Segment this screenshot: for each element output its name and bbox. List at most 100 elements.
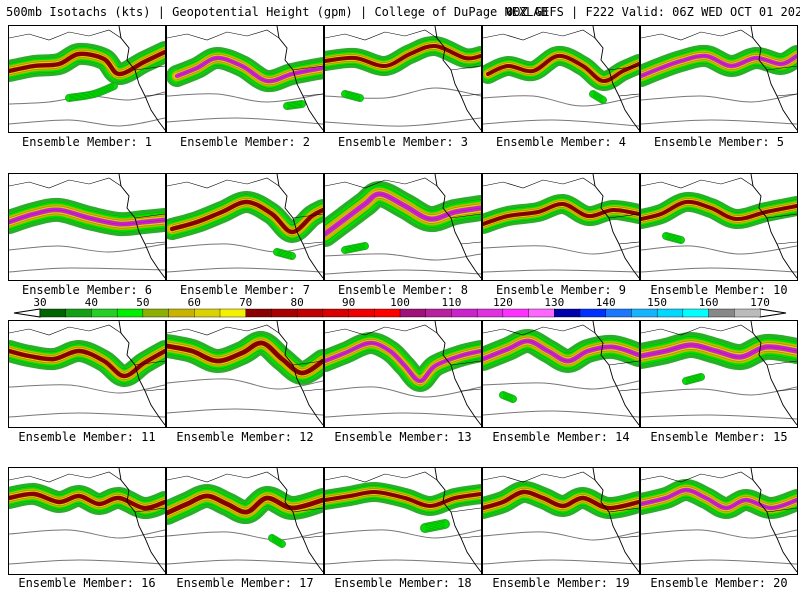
coastline	[750, 321, 797, 426]
jet-stream-band	[167, 47, 323, 93]
coastline	[276, 26, 323, 131]
coastline	[276, 174, 323, 279]
member-17-plot	[167, 468, 323, 573]
ensemble-member-11-map	[8, 320, 166, 428]
colorbar-swatch	[579, 308, 607, 318]
coastline	[276, 321, 323, 426]
height-contour	[641, 386, 797, 396]
jet-stream-band	[167, 330, 323, 385]
border-lines	[483, 471, 639, 539]
colorbar-swatch	[219, 308, 247, 318]
jet-stream-band	[483, 194, 639, 234]
height-contour	[9, 243, 165, 253]
border-lines	[641, 324, 797, 392]
border-lines	[483, 177, 639, 245]
border-lines	[641, 29, 797, 97]
ensemble-member-16-map	[8, 467, 166, 575]
member-14-plot	[483, 321, 639, 426]
height-contour	[167, 531, 323, 541]
jet-stream-band	[9, 482, 165, 520]
colorbar-tick-label: 40	[85, 296, 98, 309]
colorbar-tick-label: 90	[342, 296, 355, 309]
ensemble-member-8-map	[324, 173, 482, 281]
height-contour	[325, 117, 481, 127]
jet-stream-band	[283, 100, 306, 110]
border-lines	[9, 29, 165, 97]
ensemble-member-18-map	[324, 467, 482, 575]
ensemble-member-12-map	[166, 320, 324, 428]
colorbar-swatch	[194, 308, 221, 318]
ensemble-member-4-map	[482, 25, 640, 133]
ensemble-member-3-map	[324, 25, 482, 133]
member-11-plot	[9, 321, 165, 426]
header-valid-time: 00Z GEFS | F222 Valid: 06Z WED OCT 01 20…	[506, 5, 800, 19]
colorbar-tick-label: 60	[188, 296, 201, 309]
ensemble-member-12-label: Ensemble Member: 12	[176, 430, 314, 444]
jet-stream-band	[420, 519, 450, 533]
header-title: 500mb Isotachs (kts) | Geopotential Heig…	[6, 5, 548, 19]
jet-stream-band	[641, 332, 797, 371]
colorbar-right-arrow	[759, 308, 787, 318]
colorbar-tick-label: 30	[33, 296, 46, 309]
border-lines	[167, 324, 323, 392]
colorbar-swatch	[502, 308, 530, 318]
coastline	[592, 174, 639, 279]
member-16-plot	[9, 468, 165, 573]
member-4-plot	[483, 26, 639, 131]
colorbar-swatch	[528, 308, 555, 318]
height-contour	[9, 267, 165, 273]
colorbar-tick-label: 70	[239, 296, 252, 309]
ensemble-member-20-map	[640, 467, 798, 575]
colorbar-swatch	[476, 308, 504, 318]
height-contour	[483, 380, 639, 390]
ensemble-member-9-map	[482, 173, 640, 281]
height-contour	[483, 410, 639, 418]
border-lines	[325, 471, 481, 539]
ensemble-member-19-map	[482, 467, 640, 575]
colorbar-tick-label: 120	[493, 296, 513, 309]
ensemble-member-4-label: Ensemble Member: 4	[495, 135, 627, 149]
jet-stream-band	[662, 232, 685, 244]
height-contour	[641, 559, 797, 565]
height-contour	[325, 269, 481, 275]
colorbar-swatch	[116, 308, 144, 318]
height-contour	[325, 253, 481, 261]
jet-stream-band	[682, 373, 705, 385]
jet-stream-band	[9, 197, 165, 237]
coastline	[118, 26, 165, 131]
member-7-plot	[167, 174, 323, 279]
height-contour	[167, 408, 323, 416]
height-contour	[9, 412, 165, 418]
colorbar-left-arrow	[13, 308, 41, 318]
colorbar-swatch	[65, 308, 92, 318]
ensemble-member-14-label: Ensemble Member: 14	[492, 430, 630, 444]
border-lines	[641, 471, 797, 539]
member-5-plot	[641, 26, 797, 131]
member-13-plot	[325, 321, 481, 426]
height-contour	[167, 93, 323, 103]
member-8-plot	[325, 174, 481, 279]
ensemble-member-5-label: Ensemble Member: 5	[653, 135, 785, 149]
member-3-plot	[325, 26, 481, 131]
colorbar-swatch	[91, 308, 118, 318]
colorbar-swatch	[734, 308, 761, 318]
ensemble-member-7-label: Ensemble Member: 7	[179, 283, 311, 297]
height-contour	[9, 559, 165, 565]
colorbar-swatch	[656, 308, 684, 318]
border-lines	[325, 29, 481, 97]
colorbar-swatch	[142, 308, 170, 318]
border-lines	[483, 29, 639, 97]
wind-speed-colorbar: 30 40 50 60 70 80 90 100 110 120 130 140 150 160 170	[13, 296, 787, 318]
ensemble-member-6-label: Ensemble Member: 6	[21, 283, 153, 297]
jet-stream-band	[641, 479, 797, 519]
ensemble-member-1-map	[8, 25, 166, 133]
ensemble-member-14-map	[482, 320, 640, 428]
height-contour	[483, 269, 639, 273]
border-lines	[325, 324, 481, 392]
colorbar-tick-label: 170	[750, 296, 770, 309]
member-1-plot	[9, 26, 165, 131]
coastline	[750, 174, 797, 279]
ensemble-member-2-map	[166, 25, 324, 133]
coastline	[750, 468, 797, 573]
height-contour	[167, 243, 323, 253]
